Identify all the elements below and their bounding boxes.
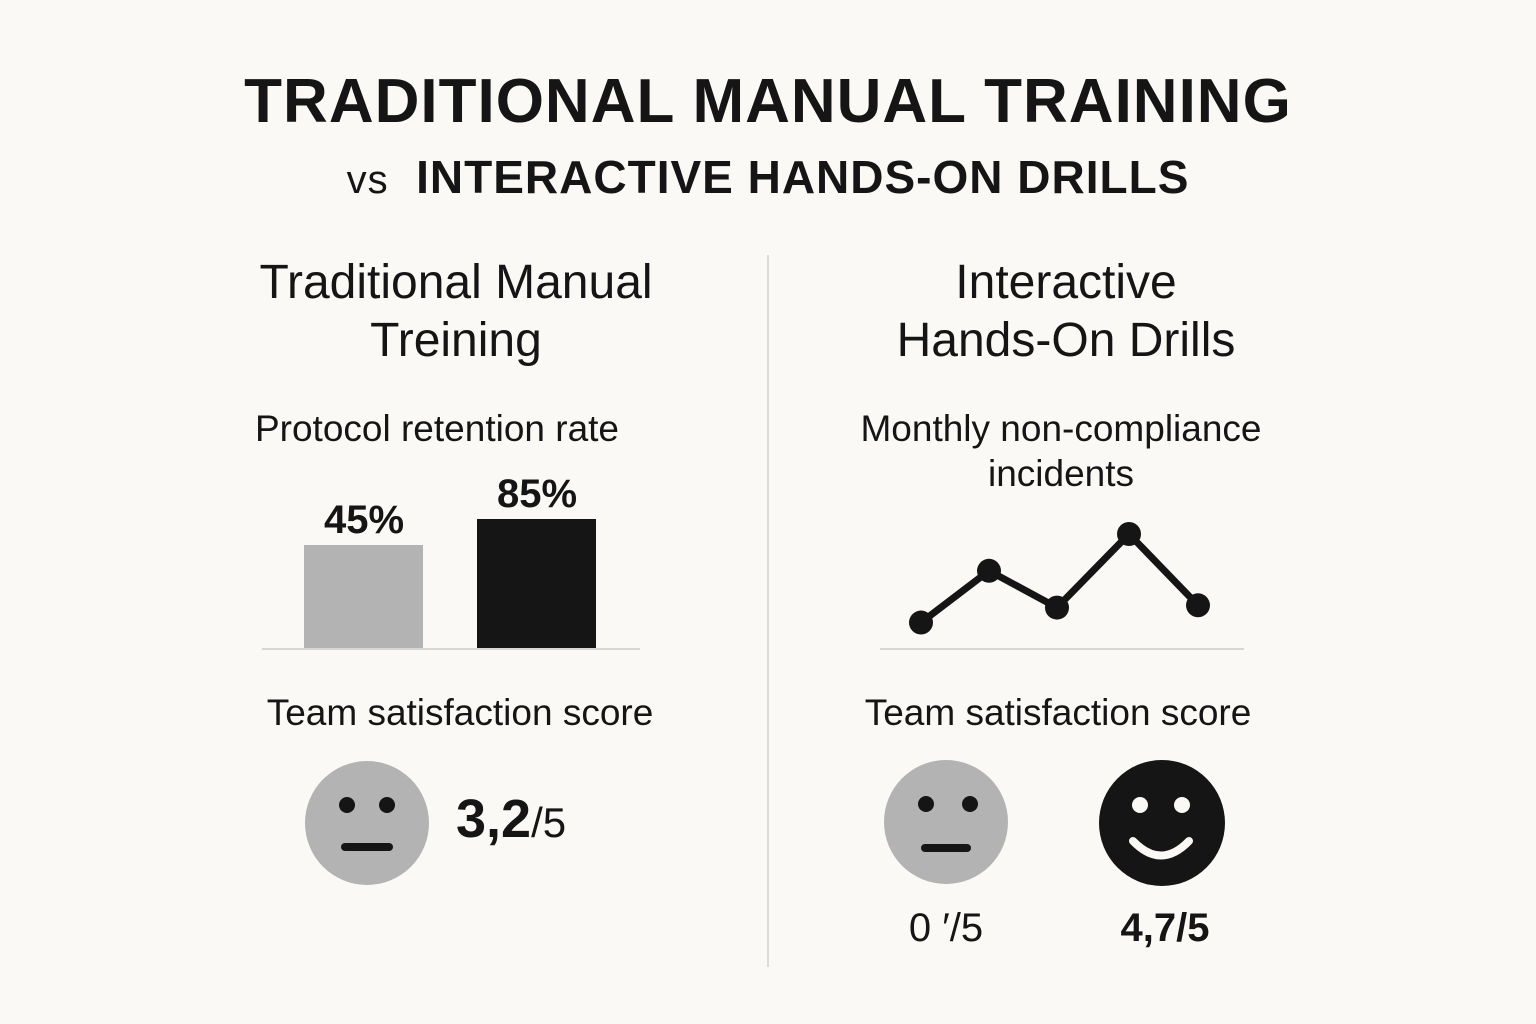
left-title-line1: Traditional Manual	[259, 256, 653, 309]
bar	[477, 519, 596, 648]
data-point	[1186, 593, 1210, 618]
incidents-label-line1: Monthly non-compliance	[860, 408, 1262, 449]
incidents-label-line2: incidents	[987, 453, 1135, 494]
subtitle-text: INTERACTIVE HANDS-ON DRILLS	[416, 151, 1190, 203]
smiley-face-icon	[1099, 760, 1225, 886]
data-point	[977, 558, 1001, 583]
data-point	[909, 610, 933, 635]
data-point	[1045, 595, 1069, 620]
right-panel-title: Interactive Hands-On Drills	[766, 254, 1366, 370]
subtitle-vs: vs	[346, 158, 389, 202]
incidents-chart-label: Monthly non-compliance incidents	[756, 406, 1366, 496]
page-title: TRADITIONAL MANUAL TRAINING	[244, 67, 1292, 136]
neutral-face-icon	[884, 760, 1008, 884]
right-satisfaction-label: Team satisfaction score	[864, 692, 1252, 733]
data-point	[1117, 522, 1141, 546]
right-score-neutral: 0 ′/5	[908, 906, 984, 950]
bar-data-label: 45%	[324, 498, 404, 542]
neutral-face-icon	[305, 761, 429, 885]
left-title-line2: Treining	[370, 314, 542, 367]
panel-divider	[767, 255, 769, 967]
page-subtitle: vs INTERACTIVE HANDS-ON DRILLS	[0, 150, 1536, 204]
bar	[304, 545, 423, 648]
left-satisfaction-label: Team satisfaction score	[266, 692, 654, 733]
score-suffix: /5	[531, 799, 567, 846]
right-score-smiley: 4,7/5	[1120, 906, 1210, 950]
left-satisfaction-score: 3,2/5	[456, 788, 566, 850]
bar-data-label: 85%	[497, 472, 577, 516]
retention-chart-label: Protocol retention rate	[254, 408, 620, 449]
right-title-line1: Interactive	[955, 256, 1177, 309]
right-title-line2: Hands-On Drills	[896, 314, 1236, 367]
left-panel-title: Traditional Manual Treining	[156, 254, 756, 370]
score-value: 3,2	[456, 789, 532, 849]
